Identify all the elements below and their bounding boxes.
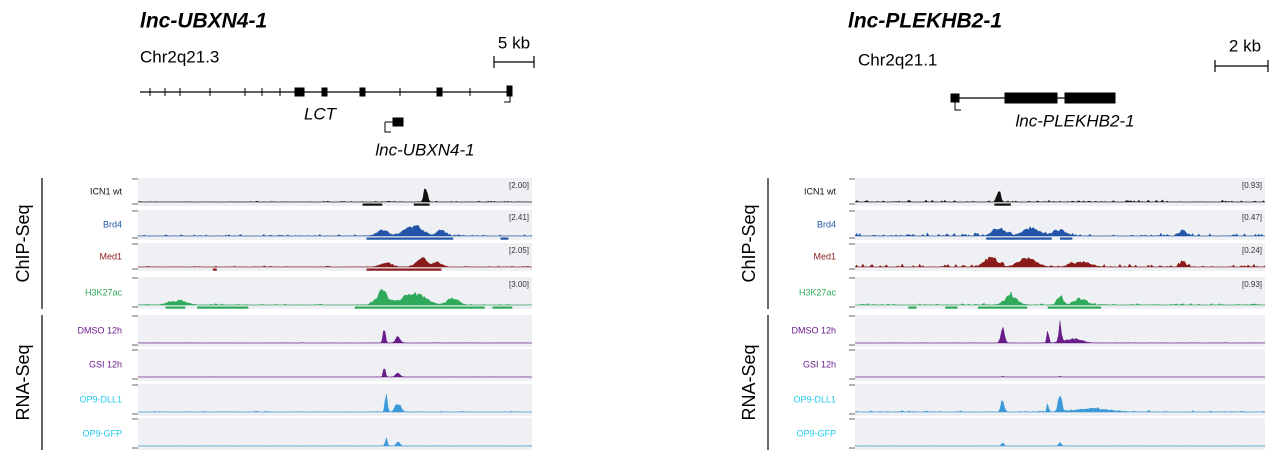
track-label: OP9-DLL1 xyxy=(79,394,122,404)
peak-call xyxy=(354,306,485,309)
signal xyxy=(137,225,533,237)
track-bg xyxy=(138,349,532,381)
track-bg xyxy=(138,315,532,347)
peak-call xyxy=(413,203,430,206)
track-bg xyxy=(138,384,532,416)
peak-call xyxy=(500,237,509,240)
track-bg xyxy=(138,243,532,271)
peak-call xyxy=(908,306,917,309)
signal xyxy=(137,289,533,306)
track-range: [0.93] xyxy=(1242,280,1262,289)
locus: Chr2q21.3 xyxy=(140,47,219,66)
track-label: H3K27ac xyxy=(799,287,837,297)
gene-model xyxy=(950,92,1116,111)
peak-call xyxy=(986,237,1052,240)
signal xyxy=(138,368,532,378)
peak-call xyxy=(1060,237,1073,240)
signal xyxy=(138,393,533,413)
peak-call xyxy=(366,268,442,271)
scale-label: 2 kb xyxy=(1229,36,1261,55)
track-range: [0.93] xyxy=(1242,181,1262,190)
track-label: GSI 12h xyxy=(803,359,836,369)
track-label: GSI 12h xyxy=(89,359,122,369)
peak-call xyxy=(366,237,454,240)
track-label: OP9-GFP xyxy=(82,428,122,438)
signal xyxy=(854,226,1265,237)
peak-call xyxy=(1047,306,1101,309)
track-label: OP9-DLL1 xyxy=(793,394,836,404)
track-bg xyxy=(138,178,532,206)
peak-call xyxy=(994,203,1011,206)
peak-call xyxy=(212,268,217,271)
track-range: [0.24] xyxy=(1242,246,1262,255)
track-label: Med1 xyxy=(99,251,122,261)
signal xyxy=(854,441,1265,447)
peak-call xyxy=(362,203,383,206)
group-label: RNA-Seq xyxy=(739,344,759,420)
peak-call xyxy=(492,306,513,309)
peak-call xyxy=(945,306,958,309)
track-range: [2.05] xyxy=(509,246,529,255)
peak-call xyxy=(197,306,249,309)
signal xyxy=(854,256,1266,268)
signal xyxy=(137,330,533,344)
scale-bar xyxy=(1214,60,1269,72)
panel-title: lnc-PLEKHB2-1 xyxy=(848,10,1002,33)
signal xyxy=(854,191,1266,203)
track-label: OP9-GFP xyxy=(796,428,836,438)
track-range: [3.00] xyxy=(509,280,529,289)
peak-call xyxy=(978,306,1028,309)
track-bg xyxy=(138,277,532,309)
track-label: H3K27ac xyxy=(85,287,123,297)
panel-title: lnc-UBXN4-1 xyxy=(140,10,267,33)
track-range: [2.00] xyxy=(509,181,529,190)
gene-label: lnc-UBXN4-1 xyxy=(375,140,474,159)
track-label: Med1 xyxy=(813,251,836,261)
track-label: Brd4 xyxy=(103,219,122,229)
track-range: [2.41] xyxy=(509,213,529,222)
signal xyxy=(855,320,1266,344)
track-bg xyxy=(138,210,532,240)
locus: Chr2q21.1 xyxy=(858,50,937,69)
gene-label: lnc-PLEKHB2-1 xyxy=(1015,111,1134,130)
signal xyxy=(137,257,532,268)
track-range: [0.47] xyxy=(1242,213,1262,222)
scale-bar xyxy=(493,56,535,68)
peak-call xyxy=(165,306,186,309)
track-label: Brd4 xyxy=(817,219,836,229)
signal xyxy=(854,375,1265,378)
track-label: DMSO 12h xyxy=(77,325,122,335)
gene-label: LCT xyxy=(304,104,338,123)
track-bg xyxy=(855,349,1265,381)
group-label: ChIP-Seq xyxy=(739,204,759,282)
signal xyxy=(855,291,1266,306)
group-label: ChIP-Seq xyxy=(13,204,33,282)
signal xyxy=(137,436,533,447)
track-bg xyxy=(138,418,532,450)
group-label: RNA-Seq xyxy=(13,344,33,420)
signal xyxy=(137,188,532,203)
gene-model xyxy=(140,85,513,133)
track-label: DMSO 12h xyxy=(791,325,836,335)
scale-label: 5 kb xyxy=(498,33,530,52)
track-label: ICN1 wt xyxy=(804,186,837,196)
signal xyxy=(854,395,1266,413)
track-label: ICN1 wt xyxy=(90,186,123,196)
